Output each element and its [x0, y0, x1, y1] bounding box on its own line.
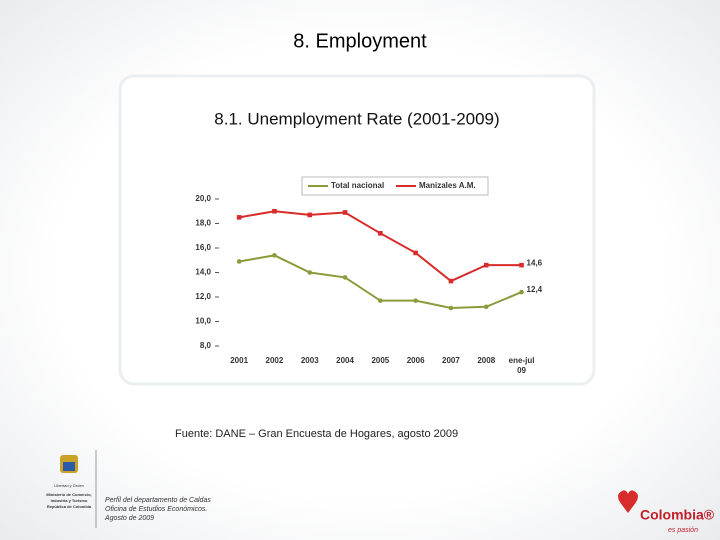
- ministry-line: Ministerio de Comercio,: [46, 492, 91, 497]
- point: [236, 215, 242, 220]
- y-tick-label: 12,0: [195, 292, 211, 301]
- point: [413, 250, 418, 256]
- point: [236, 259, 242, 264]
- y-tick-label: 8,0: [200, 341, 212, 350]
- slide-title: 8. Employment: [293, 30, 427, 52]
- point: [519, 262, 524, 268]
- point: [272, 208, 277, 214]
- y-tick-label: 10,0: [195, 317, 211, 326]
- x-tick-label: 2003: [300, 356, 319, 365]
- x-tick-label: 2002: [265, 356, 284, 365]
- coat-of-arms: [63, 462, 75, 471]
- point: [448, 305, 454, 311]
- y-tick-label: 16,0: [195, 243, 211, 252]
- point: [448, 278, 454, 284]
- point: [272, 253, 277, 258]
- x-tick-label: 2007: [442, 356, 460, 365]
- chart-title: 8.1. Unemployment Rate (2001-2009): [214, 109, 499, 128]
- ministry-line: Libertad y Orden: [54, 483, 84, 488]
- footer-line: Oficina de Estudios Económicos.: [105, 506, 207, 513]
- point: [307, 212, 313, 218]
- ministry-line: República de Colombia: [47, 504, 92, 509]
- x-tick-label: 2004: [336, 356, 354, 365]
- point: [378, 298, 383, 303]
- point: [378, 231, 383, 236]
- footer-line: Agosto de 2009: [104, 515, 154, 522]
- x-tick-label: 2006: [406, 356, 425, 365]
- tagline: es pasión: [668, 527, 698, 534]
- data-label: 12,4: [527, 285, 543, 294]
- y-tick-label: 20,0: [195, 194, 211, 203]
- brand-heart: [618, 490, 638, 513]
- legend-box: [301, 176, 489, 196]
- y-tick-label: 18,0: [195, 219, 211, 228]
- footer-line: Perfil del departamento de Caldas: [105, 497, 211, 504]
- y-tick-label: 14,0: [195, 268, 211, 277]
- point: [342, 210, 348, 215]
- x-tick-label: ene-jul 09: [508, 356, 535, 375]
- point: [342, 275, 348, 280]
- source: Fuente: DANE – Gran Encuesta de Hogares,…: [175, 428, 458, 440]
- point: [519, 289, 524, 295]
- ministry-line: Industria y Turismo: [51, 498, 88, 503]
- point: [483, 304, 489, 310]
- legend-label: Manizales A.M.: [419, 181, 476, 190]
- x-tick-label: 2005: [371, 356, 390, 365]
- x-tick-label: 2001: [230, 356, 249, 365]
- data-label: 14,6: [527, 258, 543, 267]
- brand: Colombia®: [640, 507, 715, 523]
- point: [307, 270, 313, 275]
- legend-label: Total nacional: [331, 181, 384, 190]
- point: [413, 298, 418, 303]
- x-tick-label: 2008: [477, 356, 496, 365]
- point: [483, 262, 489, 268]
